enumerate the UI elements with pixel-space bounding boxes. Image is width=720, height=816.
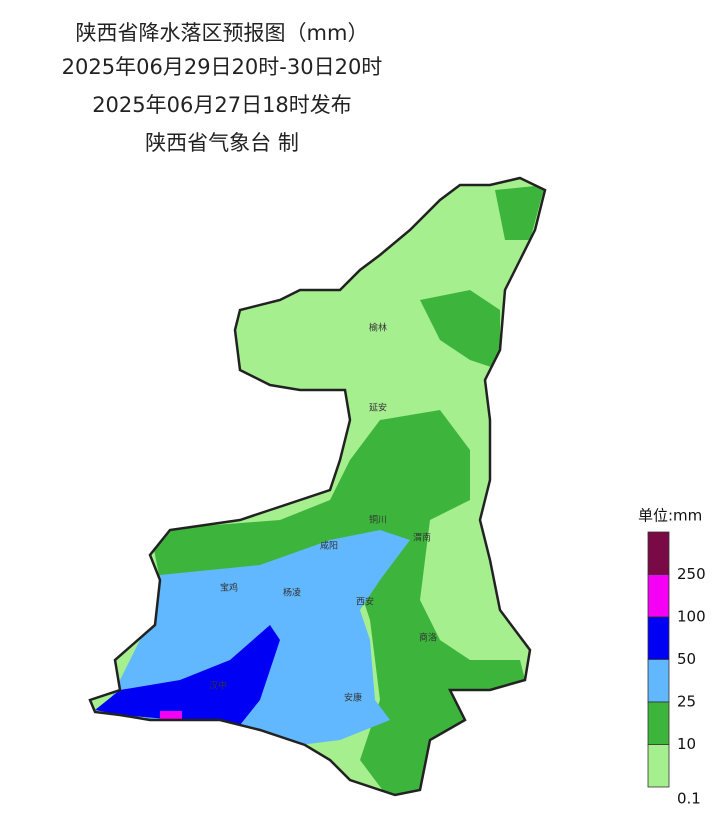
title-line: 陕西省气象台 制 — [145, 131, 299, 155]
legend-label: 0.1 — [677, 790, 701, 808]
title-line: 陕西省降水落区预报图（mm） — [76, 21, 369, 45]
city-label: 宝鸡 — [220, 582, 238, 594]
legend-swatch — [647, 616, 670, 660]
header: 陕西省降水落区预报图（mm） 2025年06月29日20时-30日20时 2025年… — [62, 21, 383, 155]
legend-swatch — [647, 701, 670, 745]
city-label: 咸阳 — [320, 540, 338, 552]
legend-swatch — [647, 531, 670, 575]
city-label: 延安 — [369, 402, 387, 414]
legend-unit: 单位:mm — [638, 507, 702, 525]
city-label: 渭南 — [413, 532, 431, 544]
city-label: 铜川 — [369, 514, 387, 526]
title-line: 2025年06月27日18时发布 — [92, 93, 352, 117]
legend-swatch — [647, 744, 670, 788]
legend-swatch — [647, 574, 670, 618]
city-label: 西安 — [356, 596, 374, 608]
legend-swatch — [647, 659, 670, 703]
legend-label: 10 — [677, 735, 696, 753]
title-line: 2025年06月29日20时-30日20时 — [62, 55, 383, 79]
legend: 单位:mm 250 100 50 25 10 0.1 — [638, 507, 706, 808]
city-label: 榆林 — [369, 322, 387, 334]
legend-label: 50 — [677, 650, 696, 668]
legend-label: 25 — [677, 693, 696, 711]
city-label: 汉中 — [209, 680, 227, 692]
legend-label: 100 — [677, 608, 706, 626]
city-label: 安康 — [344, 692, 362, 704]
city-label: 杨凌 — [283, 587, 301, 599]
legend-label: 250 — [677, 565, 706, 583]
city-label: 商洛 — [419, 632, 437, 644]
